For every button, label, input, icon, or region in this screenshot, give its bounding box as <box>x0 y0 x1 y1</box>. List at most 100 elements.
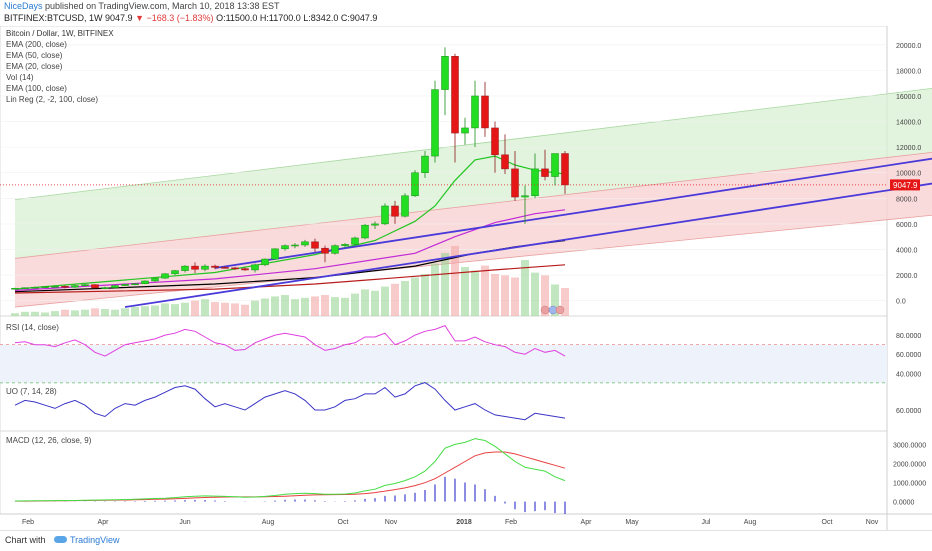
tradingview-chart[interactable]: 0.0 2000.0 4000.0 6000.0 8000.0 10000.0 12000.… <box>0 26 932 530</box>
author-name[interactable]: NiceDays <box>4 1 43 11</box>
time-tick-label: Apr <box>98 519 110 526</box>
volume-bar <box>481 265 489 316</box>
candle-up <box>361 224 369 239</box>
volume-bar <box>541 275 549 316</box>
ohlc-values: O:11500.0 H:11700.0 L:8342.0 C:9047.9 <box>216 13 378 23</box>
candle-up <box>101 287 109 289</box>
candle-up <box>121 284 129 286</box>
rsi-axis-ticks: 80.0000 60.0000 40.0000 <box>896 333 921 378</box>
volume-bar <box>531 272 539 316</box>
volume-bar <box>501 275 509 316</box>
rsi-title: RSI (14, close) <box>6 323 59 332</box>
candle-up <box>401 195 409 217</box>
volume-bar <box>361 289 369 316</box>
uo-line <box>14 382 566 421</box>
candle-up <box>421 155 429 173</box>
legend-item-ema20[interactable]: EMA (20, close) <box>6 62 63 71</box>
legend-item-linreg[interactable]: Lin Reg (2, -2, 100, close) <box>6 95 98 104</box>
volume-bar <box>191 300 199 316</box>
volume-bar <box>51 311 59 316</box>
rsi-pane[interactable]: 80.0000 60.0000 40.0000 RSI (14, close) <box>0 323 921 384</box>
volume-bar <box>41 312 49 316</box>
rsi-line <box>14 324 566 357</box>
candle-up <box>371 223 379 226</box>
candle-up <box>141 280 149 285</box>
time-axis-ticks[interactable]: Feb Apr Jun Aug Oct Nov 2018 Feb Apr May Jul Aug Oct… <box>22 519 879 526</box>
time-tick-label: 2018 <box>456 519 472 526</box>
volume-bar <box>451 246 459 316</box>
trendline <box>124 182 932 308</box>
symbol-label: BITFINEX:BTCUSD, 1W <box>4 13 103 23</box>
volume-bar <box>491 274 499 316</box>
time-tick-label: Oct <box>822 519 833 526</box>
channel-upper-band <box>15 88 932 259</box>
candle-up <box>151 277 159 282</box>
candles <box>11 47 569 290</box>
ema50-line <box>14 209 566 291</box>
volume-bar <box>311 296 319 316</box>
volume-bar <box>561 288 569 316</box>
volume-bar <box>21 311 29 316</box>
candle-up <box>51 286 59 288</box>
symbol-header: BITFINEX:BTCUSD, 1W 9047.9 ▼ −168.3 (−1.… <box>4 13 377 23</box>
macd-title: MACD (12, 26, close, 9) <box>6 436 92 445</box>
flag-icon[interactable] <box>540 305 550 315</box>
candle-up <box>31 286 39 289</box>
last-price-tag-text: 9047.9 <box>893 181 918 190</box>
candle-down <box>231 267 239 270</box>
time-tick-label: Aug <box>744 519 757 526</box>
volume-bars <box>11 246 569 316</box>
macd-pane[interactable]: 3000.0000 2000.0000 1000.0000 0.0000 MACD (… <box>6 436 926 514</box>
volume-bar <box>341 297 349 316</box>
volume-bar <box>461 267 469 316</box>
volume-bar <box>381 286 389 316</box>
footer-brand[interactable]: TradingView <box>70 535 120 545</box>
candle-up <box>521 195 529 198</box>
uo-tick-label: 60.0000 <box>896 408 921 415</box>
candle-down <box>191 265 199 270</box>
candle-up <box>531 168 539 196</box>
ema20-line <box>14 155 566 290</box>
volume-bar <box>121 308 129 316</box>
candle-up <box>551 153 559 177</box>
candle-down <box>321 247 329 254</box>
legend-item-ema200[interactable]: EMA (200, close) <box>6 40 67 49</box>
time-tick-label: Oct <box>338 519 349 526</box>
price-tick-label: 6000.0 <box>896 222 918 229</box>
candle-up <box>271 248 279 260</box>
legend-item-ema50[interactable]: EMA (50, close) <box>6 51 63 60</box>
uo-pane[interactable]: 60.0000 UO (7, 14, 28) <box>6 382 921 421</box>
rsi-tick-label: 60.0000 <box>896 352 921 359</box>
volume-bar <box>151 305 159 316</box>
price-pane[interactable]: 0.0 2000.0 4000.0 6000.0 8000.0 10000.0 12000.… <box>0 29 932 316</box>
candle-down <box>91 284 99 289</box>
legend-item-vol[interactable]: Vol (14) <box>6 73 34 82</box>
channel-center-line <box>14 151 932 259</box>
time-tick-label: Nov <box>866 519 879 526</box>
volume-bar <box>71 310 79 316</box>
flag-icon[interactable] <box>555 305 565 315</box>
legend-item-ema100[interactable]: EMA (100, close) <box>6 84 67 93</box>
price-tick-label: 2000.0 <box>896 273 918 280</box>
candle-up <box>341 244 349 246</box>
volume-bar <box>291 299 299 316</box>
volume-bar <box>141 306 149 316</box>
volume-bar <box>391 283 399 316</box>
candle-up <box>11 287 19 290</box>
macd-tick-label: 0.0000 <box>893 500 915 507</box>
event-icons[interactable] <box>540 305 565 315</box>
rsi-tick-label: 40.0000 <box>896 371 921 378</box>
rsi-levels <box>0 344 887 384</box>
candle-down <box>241 268 249 271</box>
volume-bar <box>11 313 19 316</box>
candle-up <box>291 244 299 247</box>
candle-up <box>21 287 29 289</box>
volume-bar <box>421 274 429 316</box>
rsi-tick-label: 80.0000 <box>896 333 921 340</box>
time-tick-label: Jul <box>702 519 711 526</box>
candle-down <box>481 95 489 129</box>
last-price-tag: 9047.9 <box>890 179 920 191</box>
channel-upper-line <box>14 87 932 200</box>
volume-bar <box>171 304 179 316</box>
candle-down <box>501 154 509 170</box>
